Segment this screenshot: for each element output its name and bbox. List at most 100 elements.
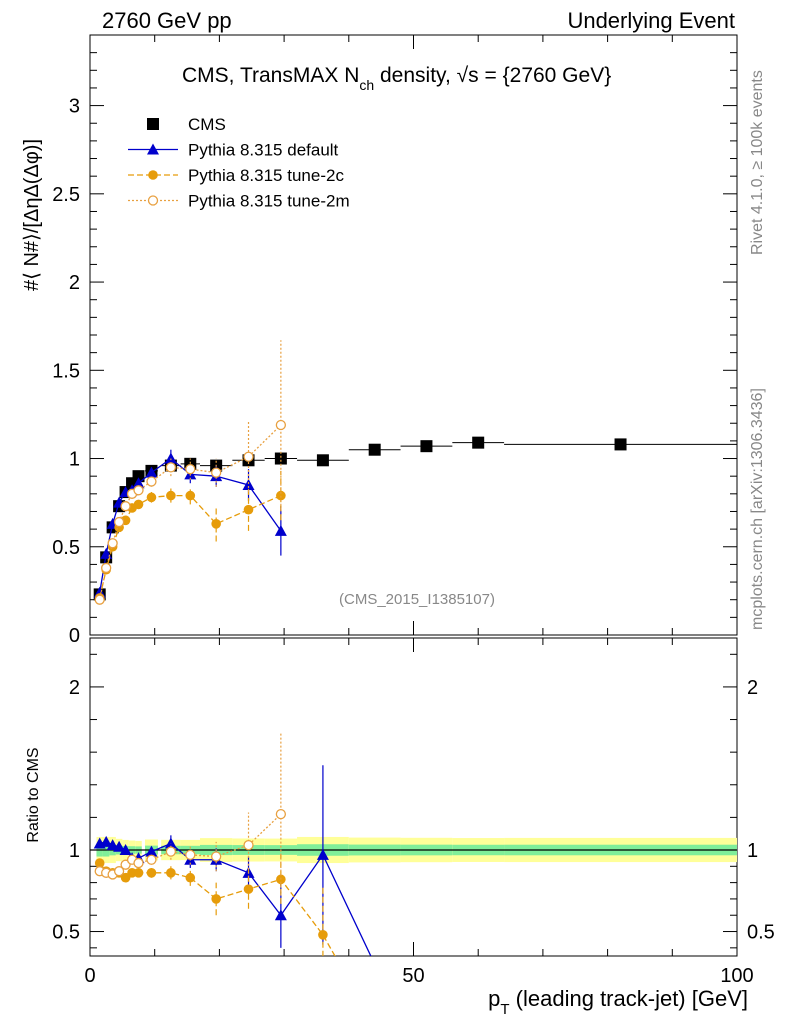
- default-point: [274, 524, 287, 536]
- cms-point: [126, 477, 139, 490]
- legend-tune2m-label: Pythia 8.315 tune-2m: [188, 192, 350, 211]
- title-sub: ch: [359, 77, 374, 93]
- cms-point: [420, 440, 433, 453]
- tune2m-point: [94, 594, 105, 605]
- legend-cms-marker: [147, 118, 159, 130]
- title-energy: = {2760 GeV}: [479, 64, 612, 87]
- tune2m-ratio-point: [211, 851, 222, 862]
- legend-default-label: Pythia 8.315 default: [188, 141, 339, 160]
- tune2c-point: [185, 490, 196, 501]
- cms-point: [274, 452, 287, 465]
- tune2m-point: [101, 562, 112, 574]
- tune2m-point: [275, 419, 287, 431]
- tune2c-point: [243, 504, 254, 515]
- default-ratio-point: [316, 848, 329, 860]
- plot-title: CMS, TransMAX Nch density, √s = {2760 Ge…: [182, 64, 611, 93]
- tune2m-point: [113, 516, 125, 528]
- default-ratio-point: [274, 909, 287, 921]
- x-tick-label: 0: [84, 965, 95, 987]
- tune2c-ratio-point: [166, 868, 176, 878]
- tune2m-ratio-point: [146, 854, 157, 865]
- default-point: [145, 466, 158, 478]
- cms-point: [368, 443, 381, 456]
- default-ratio-point: [145, 845, 158, 857]
- x-axis-label: pT (leading track-jet) [GeV]: [488, 986, 748, 1018]
- tune2m-ratio-point: [133, 857, 144, 869]
- ratio-y-tick-label-right: 1: [747, 840, 758, 862]
- ratio-plot-frame: [89, 637, 738, 957]
- legend-tune2c-marker: [148, 170, 158, 180]
- cms-point: [316, 454, 329, 467]
- legend-default-marker: [147, 143, 159, 155]
- default-ratio-point: [119, 844, 132, 855]
- ratio-y-tick-label: 2: [69, 677, 80, 699]
- tune2c-point: [133, 499, 144, 510]
- header-right: Underlying Event: [567, 8, 735, 33]
- xlabel-rest: (leading track-jet) [GeV]: [510, 986, 748, 1011]
- tune2m-ratio-point: [185, 849, 196, 861]
- ratio-plot: 0 50 100 0.5 0.5 1 1 2 2: [52, 637, 775, 987]
- y-tick-label: 3: [69, 96, 80, 118]
- tune2c-ratio-point: [133, 868, 144, 878]
- tune2m-point: [133, 485, 144, 496]
- title-rest: density,: [374, 64, 456, 87]
- tune2m-ratio-point: [165, 846, 177, 857]
- tune2m-ratio-point: [113, 866, 125, 877]
- legend-cms-label: CMS: [188, 115, 226, 134]
- ratio-y-tick-label-right: 2: [747, 677, 758, 699]
- tune2c-point: [276, 490, 286, 501]
- y-tick-label: 0: [69, 625, 80, 647]
- default-ratio-point: [100, 835, 113, 847]
- tune2m-point: [107, 538, 118, 549]
- legend-tune2c-label: Pythia 8.315 tune-2c: [188, 166, 344, 185]
- x-tick-label: 50: [402, 965, 424, 987]
- y-axis-label: #⟨ N#⟩/[ΔηΔ(Δφ)]: [21, 139, 43, 291]
- title-sqrt: √s: [457, 64, 479, 87]
- side-rivet-label: Rivet 4.1.0, ≥ 100k events: [749, 70, 766, 255]
- tune2c-point: [166, 490, 176, 501]
- tune2m-point: [243, 451, 254, 462]
- ratio-y-axis-label: Ratio to CMS: [25, 747, 42, 842]
- analysis-tag: (CMS_2015_I1385107): [339, 591, 495, 608]
- legend-tune2m-marker: [147, 195, 159, 206]
- tune2c-ratio-line: [99, 862, 336, 956]
- default-ratio-point: [113, 840, 126, 852]
- cms-point: [132, 470, 145, 483]
- default-point: [132, 477, 145, 489]
- y-tick-label: 1.5: [52, 360, 80, 382]
- tune2m-ratio-point: [275, 808, 287, 820]
- legend: CMS Pythia 8.315 default Pythia 8.315 tune…: [128, 115, 350, 211]
- tune2c-ratio-point: [318, 930, 328, 940]
- ratio-y-tick-label: 1: [69, 840, 80, 862]
- y-tick-label: 1: [69, 449, 80, 471]
- ratio-y-tick-label-right: 0.5: [747, 922, 775, 944]
- y-tick-label: 2.5: [52, 184, 80, 206]
- tune2c-point: [146, 492, 157, 503]
- tune2c-ratio-point: [94, 858, 105, 868]
- y-tick-label: 0.5: [52, 537, 80, 559]
- default-point: [242, 479, 255, 490]
- default-point: [164, 452, 177, 464]
- tune2m-point: [165, 462, 177, 473]
- tune2m-ratio-point: [243, 839, 254, 851]
- title-main: CMS, TransMAX N: [182, 64, 359, 87]
- tune2m-line: [99, 424, 282, 600]
- x-tick-label: 100: [720, 965, 753, 987]
- tune2c-ratio-point: [146, 868, 157, 878]
- cms-point: [472, 436, 485, 449]
- tune2c-point: [211, 519, 221, 529]
- tune2m-point: [185, 463, 196, 475]
- y-tick-label: 2: [69, 272, 80, 294]
- tune2c-ratio-point: [243, 884, 254, 894]
- tune2c-ratio-point: [185, 872, 196, 883]
- tune2m-point: [211, 467, 222, 478]
- xlabel-main: p: [488, 986, 500, 1011]
- side-mcplots-label: mcplots.cern.ch [arXiv:1306.3436]: [749, 388, 766, 630]
- cms-point: [614, 438, 627, 451]
- main-plot: 0 0.5 1 1.5 2 2.5 3: [52, 34, 738, 647]
- xlabel-sub: T: [500, 1001, 509, 1018]
- default-ratio-point: [164, 837, 177, 849]
- tune2m-point: [146, 476, 157, 487]
- ratio-y-tick-label: 0.5: [52, 922, 80, 944]
